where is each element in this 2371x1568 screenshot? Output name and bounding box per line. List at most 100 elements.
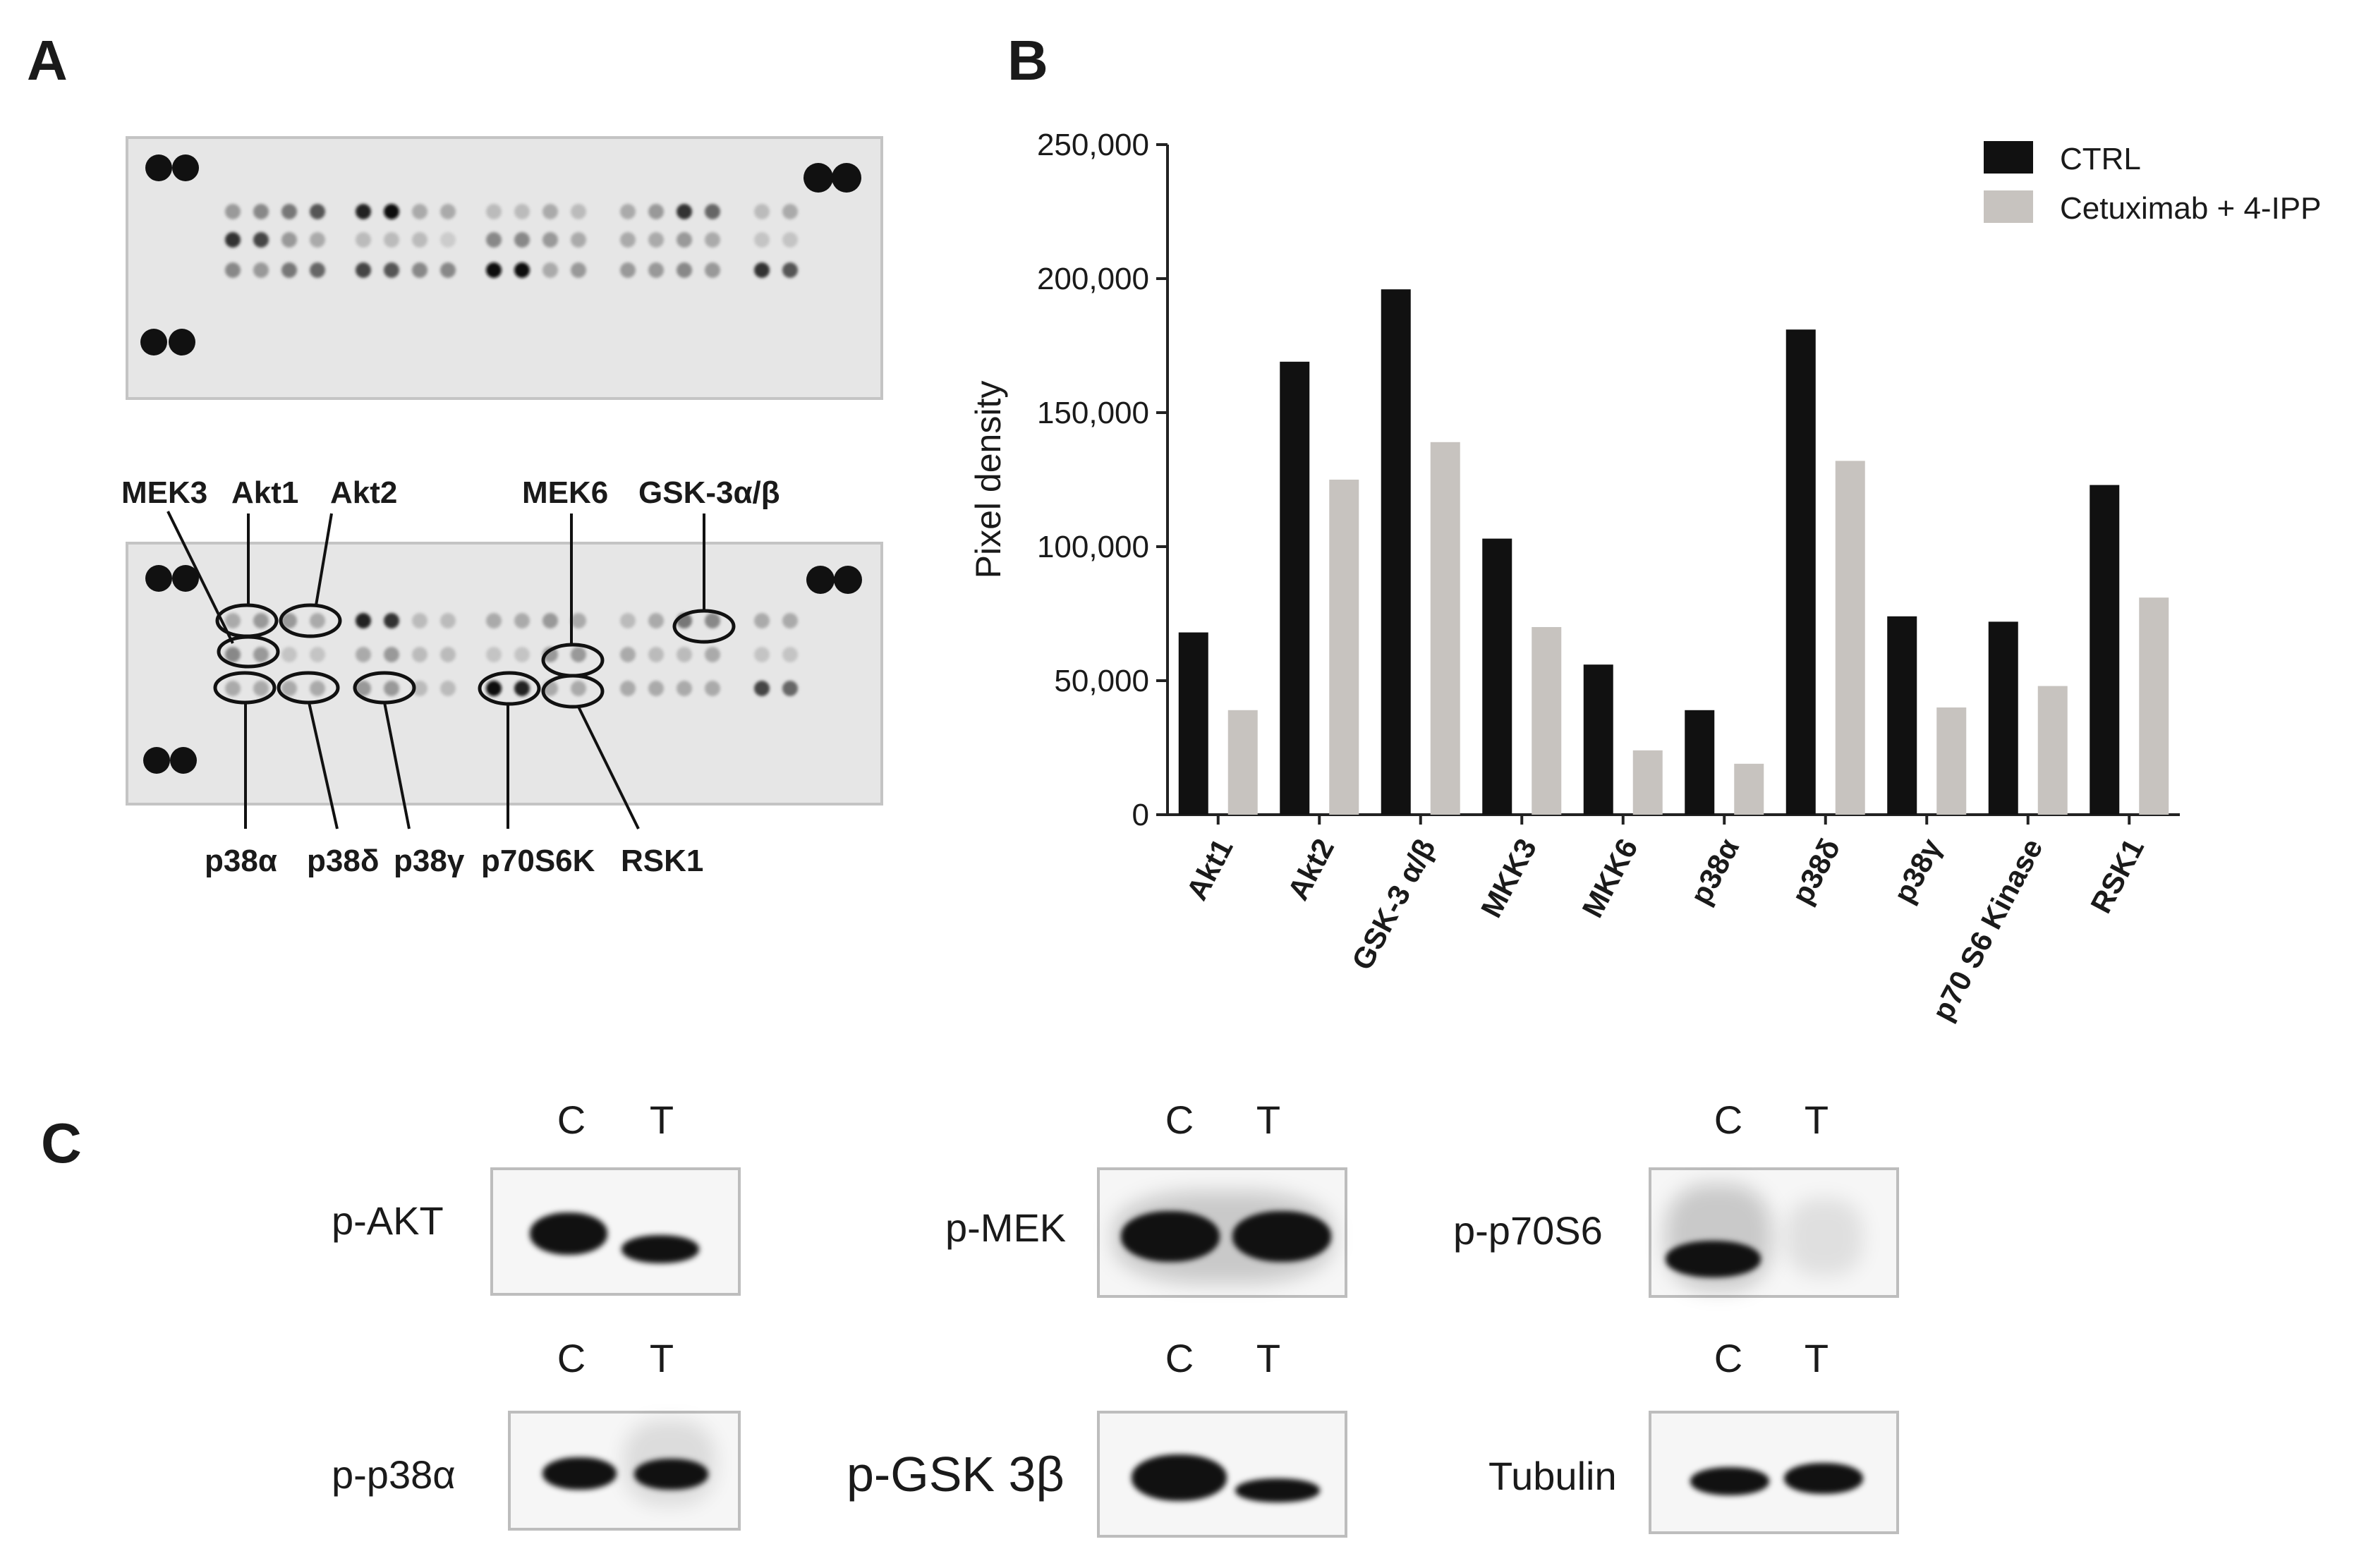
array-spot — [571, 204, 586, 219]
bar-treated — [1936, 707, 1967, 815]
lane-label-t: T — [1256, 1098, 1281, 1142]
legend-swatch — [1984, 141, 2033, 174]
smear — [1785, 1198, 1863, 1276]
array-spot — [440, 262, 456, 278]
blot-label: Tubulin — [1488, 1454, 1617, 1498]
array-spot — [677, 262, 692, 278]
bar-ctrl — [1887, 616, 1917, 815]
bar-ctrl — [1988, 621, 2018, 815]
array-spot — [677, 232, 692, 248]
x-tick-label: MKK3 — [1474, 833, 1543, 923]
array-spot — [754, 262, 770, 278]
reference-spots-bottom — [143, 565, 862, 774]
blot-image — [1097, 1411, 1347, 1538]
reference-spots-top — [140, 154, 861, 355]
bar-ctrl — [1785, 329, 1816, 815]
array-spot — [754, 232, 770, 248]
array-spot — [310, 262, 325, 278]
array-spot — [253, 647, 269, 662]
bar-treated — [1835, 461, 1865, 815]
y-tick-label: 150,000 — [1037, 396, 1149, 430]
array-spots-bottom — [225, 613, 798, 696]
array-spot — [648, 647, 664, 662]
bar-ctrl — [1178, 632, 1208, 815]
label-p38d: p38δ — [307, 844, 380, 878]
array-spot — [225, 613, 241, 628]
blot-label: p-p70S6 — [1453, 1208, 1603, 1253]
band-c — [1121, 1211, 1220, 1262]
array-spot — [486, 262, 502, 278]
y-tick-label: 100,000 — [1037, 530, 1149, 564]
ellipse-rsk1 — [541, 674, 605, 709]
array-spot — [225, 232, 241, 248]
array-spot — [620, 204, 636, 219]
array-spot — [571, 681, 586, 696]
bar-treated — [2139, 597, 2169, 815]
array-spot — [281, 613, 297, 628]
lane-label-c: C — [1165, 1098, 1194, 1142]
callout-leader-lines — [166, 511, 705, 829]
band-t — [1232, 1211, 1331, 1262]
array-spot — [384, 647, 399, 662]
array-spot — [542, 262, 558, 278]
array-spot — [253, 204, 269, 219]
bar-ctrl — [1381, 289, 1411, 815]
bar-treated — [1430, 442, 1460, 815]
array-spot — [514, 613, 530, 628]
band-c — [1666, 1241, 1761, 1277]
x-tick-label: p70 S6 Kinase — [1925, 833, 2049, 1026]
array-spot — [782, 647, 798, 662]
array-spot — [412, 647, 427, 662]
array-spot — [225, 681, 241, 696]
array-spot — [754, 204, 770, 219]
bar-ctrl — [1583, 664, 1613, 815]
band-t — [621, 1235, 699, 1263]
array-spot — [705, 613, 720, 628]
array-spot — [310, 232, 325, 248]
array-spot — [571, 613, 586, 628]
blot-label: p-p38α — [332, 1452, 456, 1497]
ellipse-akt2 — [279, 603, 342, 638]
array-spot — [514, 262, 530, 278]
array-spot — [782, 204, 798, 219]
lane-label-t: T — [649, 1336, 674, 1380]
label-p38a: p38α — [205, 844, 277, 878]
array-spot — [648, 681, 664, 696]
label-p38g: p38γ — [394, 844, 465, 878]
array-membrane-bottom: MEK3 Akt1 Akt2 MEK6 GSK-3α/β p38α p38δ p… — [121, 475, 883, 878]
array-spot — [571, 262, 586, 278]
bar-ctrl — [1482, 538, 1512, 815]
label-rsk1: RSK1 — [621, 844, 703, 878]
array-spot — [356, 232, 371, 248]
array-spot — [384, 681, 399, 696]
array-spot — [782, 232, 798, 248]
array-spot — [542, 613, 558, 628]
array-spot — [486, 204, 502, 219]
array-spot — [412, 232, 427, 248]
array-spot — [620, 613, 636, 628]
array-spot — [782, 613, 798, 628]
band-c — [1132, 1454, 1227, 1501]
array-spot — [253, 262, 269, 278]
x-tick-label: p38γ — [1887, 833, 1948, 908]
bar-treated — [1532, 627, 1562, 815]
y-tick-label: 50,000 — [1054, 664, 1149, 698]
lane-label-c: C — [557, 1098, 586, 1142]
array-spot — [782, 681, 798, 696]
panel-a-letter: A — [27, 29, 68, 92]
array-spot — [281, 262, 297, 278]
array-spot — [514, 232, 530, 248]
bar-treated — [1329, 480, 1359, 815]
band-c — [1690, 1467, 1769, 1495]
array-spot — [648, 204, 664, 219]
array-spot — [253, 232, 269, 248]
x-tick-label: MKK6 — [1575, 833, 1644, 923]
bar-treated — [1734, 763, 1764, 815]
bar-treated — [1632, 750, 1663, 815]
array-spot — [440, 647, 456, 662]
x-tick-label: p38δ — [1785, 833, 1846, 909]
lane-label-t: T — [649, 1098, 674, 1142]
panel-b-letter: B — [1007, 29, 1048, 92]
array-spot — [705, 681, 720, 696]
